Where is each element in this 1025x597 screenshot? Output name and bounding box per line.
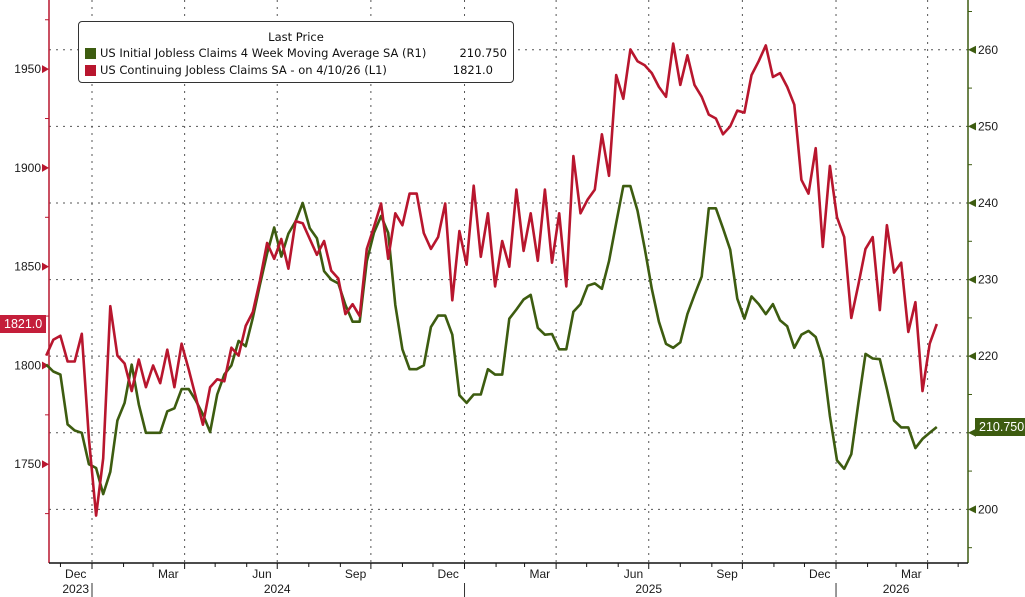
right-tick-label: 230 [978,273,998,287]
x-year-label: 2024 [264,582,291,596]
x-month-label: Sep [716,567,738,581]
axes: 1750 1800 1850 1900 1950 200 220 230 240 250 260 De… [14,0,998,597]
left-tick-label: 1950 [14,62,41,76]
x-year-label: 2026 [883,582,910,596]
x-month-label: Sep [345,567,367,581]
right-major-tick [968,198,976,207]
x-month-label: Dec [438,567,459,581]
right-tick-label: 220 [978,349,998,363]
series-lines [45,42,939,517]
right-tick-label: 260 [978,43,998,57]
x-month-label: Mar [901,567,922,581]
left-last-value-badge: 1821.0 [0,314,47,333]
left-major-tick [42,163,49,172]
right-major-tick [968,505,976,514]
x-month-label: Jun [252,567,271,581]
x-month-label: Jun [624,567,643,581]
right-major-tick [968,275,976,284]
left-tick-label: 1800 [14,358,41,372]
left-major-tick [42,262,49,271]
legend-value: 210.750 [459,46,507,60]
legend-label: US Continuing Jobless Claims SA - on 4/1… [100,63,387,77]
x-month-label: Dec [809,567,830,581]
legend-value: 1821.0 [452,63,493,77]
x-month-label: Dec [65,567,86,581]
left-major-tick [42,65,49,74]
legend: Last Price US Initial Jobless Claims 4 W… [78,21,514,83]
initial-claims-line [45,184,938,496]
x-year-label: 2023 [62,582,89,596]
legend-swatch [85,64,96,76]
legend-swatch [85,47,96,59]
right-major-tick [968,45,976,54]
right-tick-label: 250 [978,119,998,133]
right-last-value-badge: 210.750 [975,418,1025,437]
right-major-tick [968,122,976,131]
left-tick-label: 1750 [14,457,41,471]
x-month-label: Mar [158,567,179,581]
legend-header: Last Price [268,30,324,44]
legend-entry-continuing-claims: US Continuing Jobless Claims SA - on 4/1… [85,62,507,78]
gridlines [49,0,968,563]
x-month-label: Mar [529,567,550,581]
right-tick-label: 240 [978,196,998,210]
legend-entry-initial-claims: US Initial Jobless Claims 4 Week Moving … [85,45,507,61]
x-year-label: 2025 [635,582,662,596]
right-major-tick [968,428,976,437]
right-tick-label: 200 [978,502,998,516]
continuing-claims-line [45,42,939,517]
left-tick-label: 1900 [14,161,41,175]
left-major-tick [42,460,49,469]
right-major-tick [968,352,976,361]
left-tick-label: 1850 [14,260,41,274]
legend-label: US Initial Jobless Claims 4 Week Moving … [100,46,427,60]
